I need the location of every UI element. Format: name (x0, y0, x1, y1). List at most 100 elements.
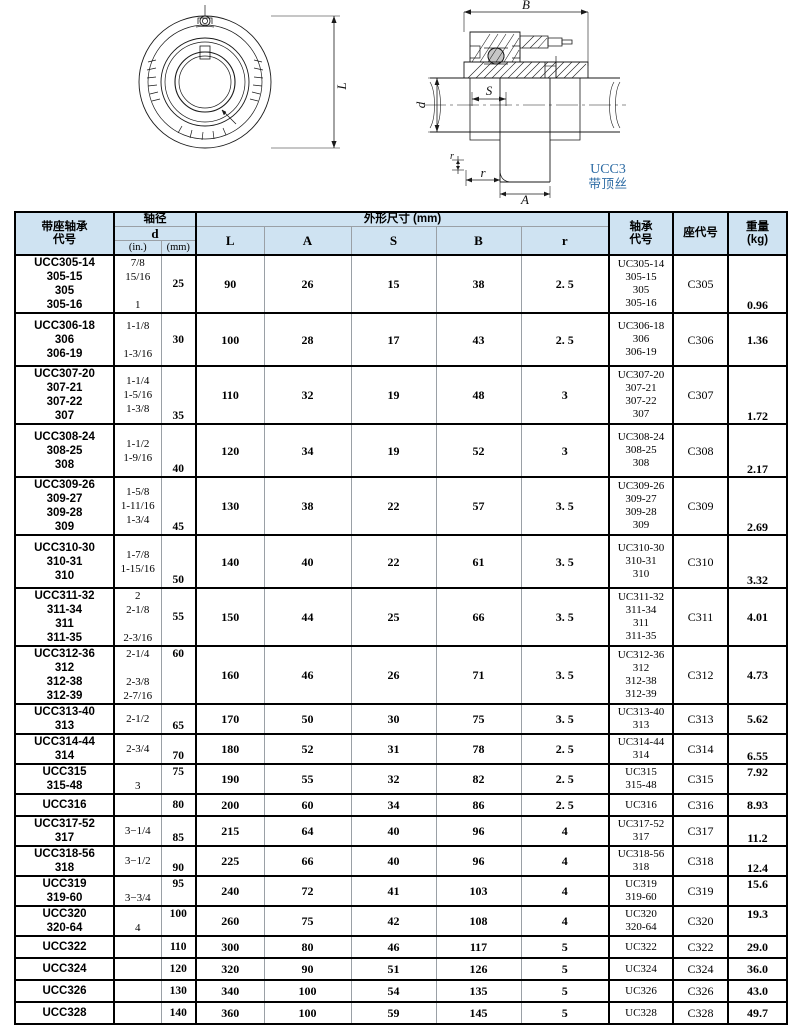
cell-dim-B: 86 (435, 793, 522, 817)
cell-dim-L: 140 (195, 534, 265, 589)
cell-dim-S: 42 (350, 905, 437, 937)
cell-housing-code: C326 (672, 979, 730, 1003)
technical-drawings: L B S d r r A UCC3 带顶丝 (0, 0, 800, 205)
dim-label-B: B (522, 0, 530, 12)
cell-shaft-dia-in (113, 793, 162, 817)
cell-housing-code: C322 (672, 935, 730, 959)
cell-dim-r: 3. 5 (520, 703, 611, 735)
cell-weight: 4.01 (727, 587, 788, 647)
table-row: UCC326 130 340 100 54 135 5 UC326 C326 43.0 (14, 979, 788, 1003)
cell-dim-r: 5 (520, 935, 611, 959)
cell-dim-B: 71 (435, 645, 522, 705)
series-code: UCC3 (590, 162, 626, 177)
cell-bearing-code: UC306-18 306 306-19 (608, 312, 675, 367)
cell-shaft-dia-mm: 30 (160, 312, 197, 367)
cell-shaft-dia-mm: 25 (160, 254, 197, 314)
cell-shaft-dia-in (113, 1001, 162, 1025)
cell-dim-r: 3. 5 (520, 534, 611, 589)
cell-dim-S: 15 (350, 254, 437, 314)
cell-dim-S: 30 (350, 703, 437, 735)
table-row: UCC324 120 320 90 51 126 5 UC324 C324 36.0 (14, 957, 788, 981)
dim-label-A: A (520, 192, 529, 205)
cell-unit-code: UCC305-14 305-15 305 305-16 (14, 254, 115, 314)
cell-shaft-dia-in (113, 935, 162, 959)
cell-dim-S: 26 (350, 645, 437, 705)
cell-shaft-dia-in: 1-7/8 1-15/16 (113, 534, 162, 589)
cell-housing-code: C324 (672, 957, 730, 981)
th-bearing-code: 轴承 代号 (608, 211, 675, 256)
cell-shaft-dia-mm: 85 (160, 815, 197, 847)
cell-shaft-dia-in (113, 957, 162, 981)
cell-dim-A: 52 (263, 733, 352, 765)
cell-unit-code: UCC324 (14, 957, 115, 981)
dim-label-r1: r (450, 151, 454, 162)
cell-dim-B: 145 (435, 1001, 522, 1025)
cell-dim-B: 66 (435, 587, 522, 647)
cell-unit-code: UCC308-24 308-25 308 (14, 423, 115, 478)
cell-weight: 43.0 (727, 979, 788, 1003)
cell-weight: 1.36 (727, 312, 788, 367)
cell-dim-A: 66 (263, 845, 352, 877)
cell-dim-A: 80 (263, 935, 352, 959)
series-note: 带顶丝 (588, 177, 628, 191)
cell-dim-L: 160 (195, 645, 265, 705)
cell-housing-code: C309 (672, 476, 730, 536)
cell-dim-r: 2. 5 (520, 793, 611, 817)
cell-bearing-code: UC326 (608, 979, 675, 1003)
spec-table-wrap: 带座轴承 代号 轴径 外形尺寸 (mm) 轴承 代号 座代号 重量 (kg) d… (14, 211, 789, 1025)
dim-label-r: r (480, 165, 486, 180)
cell-dim-A: 72 (263, 875, 352, 907)
cell-shaft-dia-in: 3 (113, 763, 162, 795)
cell-shaft-dia-mm: 50 (160, 534, 197, 589)
cell-dim-r: 2. 5 (520, 763, 611, 795)
cell-dim-L: 100 (195, 312, 265, 367)
cell-housing-code: C306 (672, 312, 730, 367)
cell-shaft-dia-in: 3−1/4 (113, 815, 162, 847)
cell-shaft-dia-in: 1-1/8 1-3/16 (113, 312, 162, 367)
cell-dim-A: 64 (263, 815, 352, 847)
cell-housing-code: C315 (672, 763, 730, 795)
cell-weight: 19.3 (727, 905, 788, 937)
cell-bearing-code: UC307-20 307-21 307-22 307 (608, 365, 675, 425)
table-row: UCC320 320-64 4 100 260 75 42 108 4 UC320 320-6… (14, 905, 788, 937)
cell-dim-L: 110 (195, 365, 265, 425)
table-row: UCC311-32 311-34 311 311-35 2 2-1/8 2-3/1… (14, 587, 788, 647)
cell-housing-code: C311 (672, 587, 730, 647)
cell-shaft-dia-mm: 110 (160, 935, 197, 959)
table-row: UCC318-56 318 3−1/2 90 225 66 40 96 4 UC318-56 3… (14, 845, 788, 877)
cell-bearing-code: UC311-32 311-34 311 311-35 (608, 587, 675, 647)
drawings-svg: L B S d r r A (138, 0, 626, 205)
header-row-1: 带座轴承 代号 轴径 外形尺寸 (mm) 轴承 代号 座代号 重量 (kg) (14, 211, 788, 256)
cell-dim-A: 26 (263, 254, 352, 314)
cell-dim-B: 75 (435, 703, 522, 735)
cell-shaft-dia-mm: 95 (160, 875, 197, 907)
cell-dim-r: 3 (520, 365, 611, 425)
cell-dim-B: 38 (435, 254, 522, 314)
cell-dim-r: 2. 5 (520, 254, 611, 314)
th-unit-code: 带座轴承 代号 (14, 211, 115, 256)
cell-dim-L: 90 (195, 254, 265, 314)
cell-dim-A: 38 (263, 476, 352, 536)
cell-shaft-dia-in: 4 (113, 905, 162, 937)
cell-shaft-dia-mm: 65 (160, 703, 197, 735)
cell-dim-L: 120 (195, 423, 265, 478)
cell-dim-A: 32 (263, 365, 352, 425)
cell-housing-code: C305 (672, 254, 730, 314)
cell-shaft-dia-mm: 130 (160, 979, 197, 1003)
cell-unit-code: UCC311-32 311-34 311 311-35 (14, 587, 115, 647)
table-row: UCC313-40 313 2-1/2 65 170 50 30 75 3. 5 UC313-4… (14, 703, 788, 735)
cell-weight: 3.32 (727, 534, 788, 589)
cell-bearing-code: UC312-36 312 312-38 312-39 (608, 645, 675, 705)
cell-unit-code: UCC313-40 313 (14, 703, 115, 735)
cell-bearing-code: UC317-52 317 (608, 815, 675, 847)
cell-shaft-dia-mm: 40 (160, 423, 197, 478)
cell-dim-S: 22 (350, 476, 437, 536)
cell-bearing-code: UC328 (608, 1001, 675, 1025)
cell-weight: 6.55 (727, 733, 788, 765)
cell-shaft-dia-mm: 120 (160, 957, 197, 981)
section-view-drawing (424, 9, 626, 198)
cell-dim-S: 40 (350, 815, 437, 847)
cell-housing-code: C328 (672, 1001, 730, 1025)
cell-unit-code: UCC314-44 314 (14, 733, 115, 765)
cell-dim-S: 19 (350, 365, 437, 425)
